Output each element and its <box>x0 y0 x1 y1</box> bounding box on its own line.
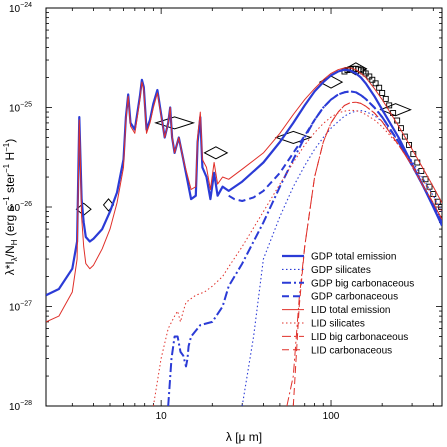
x-tick-label: 10 <box>156 411 168 422</box>
x-axis-title: λ [μ m] <box>226 430 262 444</box>
series-line-3 <box>228 90 442 223</box>
legend-label-2: GDP big carbonaceous <box>311 278 414 289</box>
observation-square <box>422 176 429 183</box>
legend-label-1: GDP silicates <box>311 265 371 276</box>
legend-label-3: GDP carbonaceous <box>311 292 398 303</box>
observation-square <box>418 168 425 174</box>
observation-square <box>406 142 413 148</box>
observation-square <box>372 80 379 87</box>
observation-square <box>362 70 369 77</box>
y-tick-label: 10−28 <box>9 400 32 413</box>
y-axis-title: λ*Iλ/NH (erg s−1 ster−1 H−1) <box>2 139 19 276</box>
legend-label-4: LID total emission <box>311 305 390 316</box>
series-line-4 <box>46 67 442 323</box>
y-tick-label: 10−26 <box>9 201 32 214</box>
observation-square <box>386 102 393 109</box>
observation-square <box>376 84 383 91</box>
observation-square <box>382 95 389 102</box>
y-tick-label: 10−25 <box>9 102 32 115</box>
series-line-7 <box>292 101 442 406</box>
series-line-2 <box>167 90 442 406</box>
legend-label-6: LID big carbonaceous <box>311 332 408 343</box>
observation-square <box>426 183 433 190</box>
legend-label-0: GDP total emission <box>311 252 396 263</box>
legend: GDP total emission GDP silicates GDP big c… <box>282 252 414 356</box>
observation-diamond <box>203 146 229 160</box>
legend-label-7: LID carbonaceous <box>311 345 392 356</box>
tick-labels: 10 100 10−28 10−27 10−26 10−25 10−24 <box>9 2 340 422</box>
observation-square <box>369 76 376 83</box>
observation-square <box>401 133 408 140</box>
y-tick-label: 10−24 <box>9 2 32 15</box>
series-lines <box>46 67 442 406</box>
observation-square <box>366 73 373 80</box>
y-tick-label: 10−27 <box>9 301 32 314</box>
legend-label-5: LID silicates <box>311 319 365 330</box>
series-line-5 <box>152 109 442 406</box>
observation-square <box>379 90 386 96</box>
x-tick-label: 100 <box>323 411 340 422</box>
